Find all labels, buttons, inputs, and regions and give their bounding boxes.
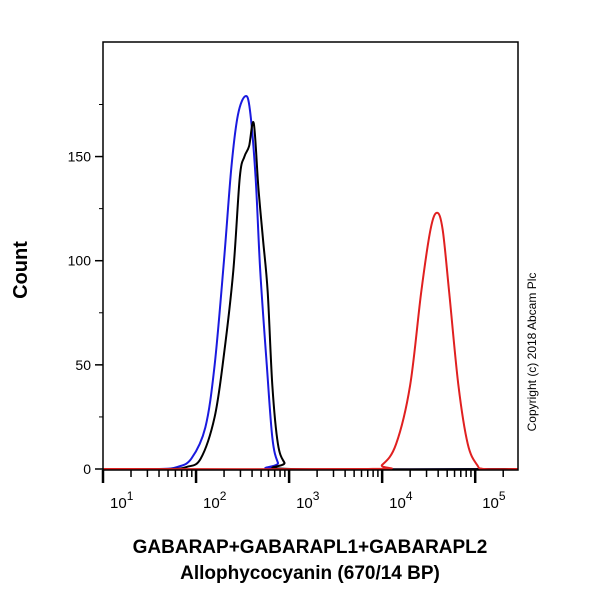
x-tick-label: 101 [110, 489, 134, 512]
x-tick-label: 102 [203, 489, 227, 512]
x-tick-label: 104 [389, 489, 413, 512]
series-black-curve [102, 120, 519, 471]
x-tick-label: 103 [296, 489, 320, 512]
x-axis-label-channel: Allophycocyanin (670/14 BP) [180, 563, 440, 584]
copyright-text: Copyright (c) 2018 Abcam Plc [525, 273, 539, 432]
y-tick-label: 150 [68, 149, 92, 165]
series-blue-curve [102, 95, 519, 471]
series-red-curve [102, 211, 519, 471]
y-tick-label: 100 [68, 253, 92, 269]
x-axis-label: GABARAP+GABARAPL1+GABARAPL2 [133, 537, 488, 558]
x-tick-label: 105 [482, 489, 506, 512]
plot-frame [102, 41, 519, 471]
y-tick-label: 50 [75, 357, 91, 373]
y-axis-label: Count [10, 241, 32, 299]
y-tick-label: 0 [83, 461, 91, 477]
